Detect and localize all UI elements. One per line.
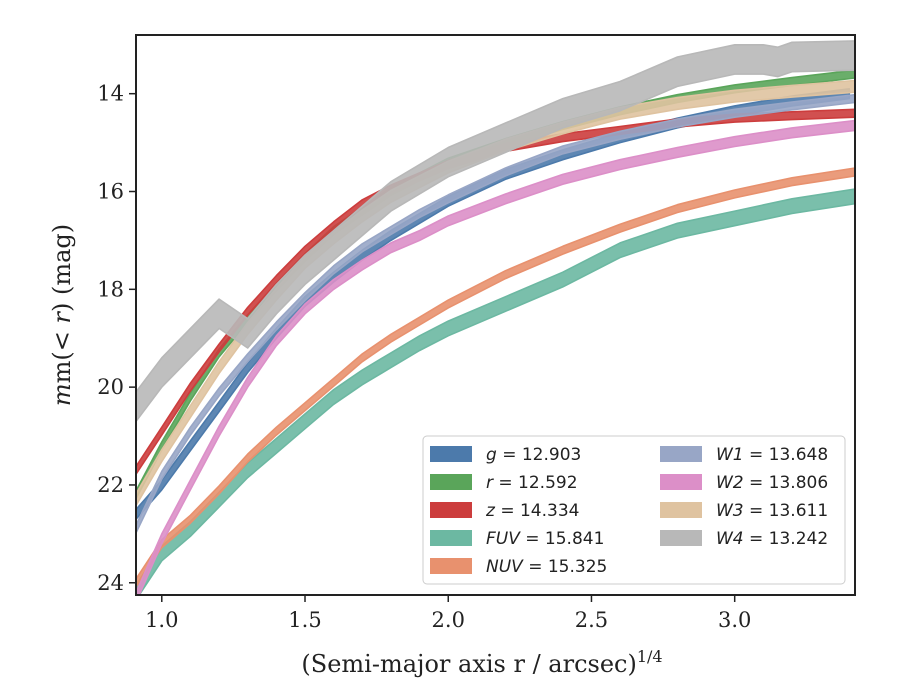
series-band-nuv: [136, 167, 855, 588]
x-tick-label: 1.5: [288, 608, 321, 632]
x-axis-ticks: 1.0 1.5 2.0 2.5 3.0: [145, 595, 751, 632]
y-axis-label-suffix: ) (mag): [48, 224, 76, 312]
series-layer: [136, 40, 855, 595]
legend-swatch: [430, 446, 472, 462]
y-tick-label: 16: [97, 180, 124, 204]
y-tick-label: 20: [97, 375, 124, 399]
legend-label: z = 14.334: [485, 501, 579, 521]
legend-label: g = 12.903: [486, 445, 581, 465]
legend-box: [422, 435, 846, 585]
legend-entry-w2: W2 = 13.806: [660, 473, 828, 493]
legend-label: NUV = 15.325: [486, 557, 607, 577]
y-axis-label-math: < r: [48, 311, 76, 352]
legend-label: W3 = 13.611: [716, 501, 828, 521]
legend-entry-w3: W3 = 13.611: [660, 501, 828, 521]
legend-label: FUV = 15.841: [486, 529, 604, 549]
y-tick-label: 22: [97, 473, 124, 497]
series-band-w4: [136, 40, 855, 423]
series-band-w2: [136, 119, 855, 595]
y-axis-ticks: 14 16 18 20 22 24: [97, 82, 136, 595]
legend-swatch: [660, 530, 702, 546]
legend-label: r = 12.592: [486, 473, 578, 493]
x-tick-label: 1.0: [145, 608, 178, 632]
legend-entry-w1: W1 = 13.648: [660, 445, 828, 465]
legend-swatch: [660, 474, 702, 490]
axes-frame: [135, 34, 856, 596]
y-tick-label: 18: [97, 277, 124, 301]
legend-entry-fuv: FUV = 15.841: [430, 529, 604, 549]
y-axis-label: mm(< r) (mag): [48, 224, 76, 406]
legend-swatch: [430, 558, 472, 574]
y-axis-label-prefix: m(: [48, 351, 76, 383]
legend-swatch: [430, 474, 472, 490]
legend-swatch: [430, 502, 472, 518]
legend-swatch: [660, 502, 702, 518]
legend-swatch: [660, 446, 702, 462]
series-band-fuv: [136, 188, 855, 595]
legend-entry-nuv: NUV = 15.325: [430, 557, 607, 577]
x-axis-label: (Semi-major axis r / arcsec)1/4: [301, 647, 662, 678]
legend-entry-r: r = 12.592: [430, 473, 578, 493]
legend-label: W1 = 13.648: [716, 445, 828, 465]
series-band-w1: [136, 93, 855, 534]
legend-entry-z: z = 14.334: [430, 501, 579, 521]
x-tick-label: 2.0: [432, 608, 465, 632]
y-tick-label: 24: [97, 571, 124, 595]
legend: g = 12.903 r = 12.592 z = 14.334 FUV = 15.8…: [422, 435, 846, 585]
legend-label: W2 = 13.806: [716, 473, 828, 493]
x-axis-label-power: 1/4: [637, 647, 663, 666]
legend-entry-w4: W4 = 13.242: [660, 529, 828, 549]
x-tick-label: 3.0: [718, 608, 751, 632]
y-tick-label: 14: [97, 82, 124, 106]
legend-swatch: [430, 530, 472, 546]
x-tick-label: 2.5: [575, 608, 608, 632]
legend-entry-g: g = 12.903: [430, 445, 581, 465]
legend-label: W4 = 13.242: [716, 529, 828, 549]
x-axis-label-text: (Semi-major axis r / arcsec): [301, 650, 636, 678]
